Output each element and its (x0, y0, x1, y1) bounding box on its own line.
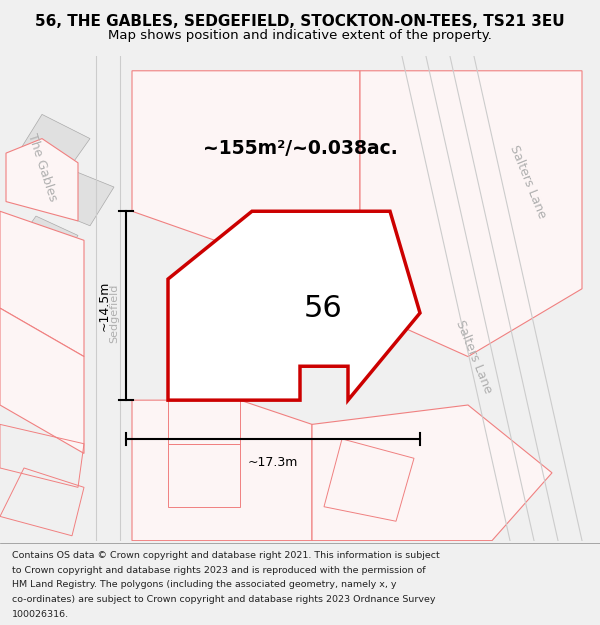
Polygon shape (312, 405, 552, 541)
Text: Map shows position and indicative extent of the property.: Map shows position and indicative extent… (108, 29, 492, 42)
Text: HM Land Registry. The polygons (including the associated geometry, namely x, y: HM Land Registry. The polygons (includin… (12, 580, 397, 589)
Text: co-ordinates) are subject to Crown copyright and database rights 2023 Ordnance S: co-ordinates) are subject to Crown copyr… (12, 595, 436, 604)
Text: Salters Lane: Salters Lane (454, 318, 494, 395)
Text: 56: 56 (304, 294, 343, 322)
Polygon shape (132, 400, 312, 541)
Text: ~14.5m: ~14.5m (98, 281, 111, 331)
Polygon shape (132, 71, 360, 260)
Text: 100026316.: 100026316. (12, 610, 69, 619)
Polygon shape (168, 211, 420, 400)
Text: Sedgefield: Sedgefield (109, 283, 119, 342)
Text: The Gables: The Gables (25, 132, 59, 203)
Polygon shape (6, 139, 78, 221)
Polygon shape (0, 211, 84, 356)
Polygon shape (360, 71, 582, 356)
Text: Salters Lane: Salters Lane (508, 144, 548, 221)
Text: Contains OS data © Crown copyright and database right 2021. This information is : Contains OS data © Crown copyright and d… (12, 551, 440, 560)
Text: ~155m²/~0.038ac.: ~155m²/~0.038ac. (203, 139, 397, 158)
Text: to Crown copyright and database rights 2023 and is reproduced with the permissio: to Crown copyright and database rights 2… (12, 566, 425, 574)
Polygon shape (0, 308, 84, 454)
Text: 56, THE GABLES, SEDGEFIELD, STOCKTON-ON-TEES, TS21 3EU: 56, THE GABLES, SEDGEFIELD, STOCKTON-ON-… (35, 14, 565, 29)
Text: ~17.3m: ~17.3m (248, 456, 298, 469)
Polygon shape (222, 250, 324, 313)
Polygon shape (12, 216, 78, 269)
Polygon shape (42, 168, 114, 226)
Polygon shape (18, 114, 90, 172)
